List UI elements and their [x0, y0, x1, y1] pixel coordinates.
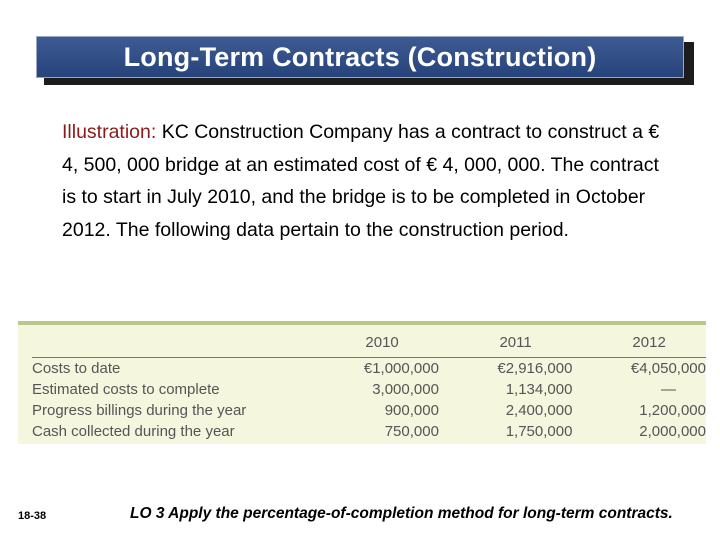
contract-data-table: 2010 2011 2012 Costs to date €1,000,000 …	[32, 331, 706, 442]
slide-number: 18-38	[18, 510, 47, 522]
cell-value: €1,000,000	[363, 360, 439, 377]
learning-objective-footer: LO 3 Apply the percentage-of-completion …	[130, 505, 673, 522]
cell-value: 3,000,000	[372, 381, 439, 398]
column-header-2010: 2010	[325, 331, 439, 358]
illustration-text: KC Construction Company has a contract t…	[62, 121, 660, 241]
row-label: Costs to date	[32, 360, 121, 377]
cell-value: 1,200,000	[639, 402, 706, 419]
row-label: Cash collected during the year	[32, 423, 235, 440]
cell-value: 900,000	[384, 402, 439, 419]
cell-value: €4,050,000	[630, 360, 706, 377]
cell-value: 1,750,000	[505, 423, 573, 440]
table-row-cash-collected: Cash collected during the year 750,000 1…	[32, 421, 706, 442]
cell-value: 1,134,000	[505, 381, 573, 398]
contract-data-panel: 2010 2011 2012 Costs to date €1,000,000 …	[18, 321, 706, 444]
column-header-2012: 2012	[592, 331, 706, 358]
table-row-costs-to-date: Costs to date €1,000,000 €2,916,000 €4,0…	[32, 358, 706, 380]
row-label: Estimated costs to complete	[32, 381, 220, 398]
illustration-paragraph: Illustration: KC Construction Company ha…	[62, 116, 672, 246]
row-label: Progress billings during the year	[32, 402, 247, 419]
illustration-label: Illustration:	[62, 121, 157, 143]
cell-value: €2,916,000	[497, 360, 573, 377]
table-header-row: 2010 2011 2012	[32, 331, 706, 358]
cell-value: 2,000,000	[639, 423, 706, 440]
cell-value: 750,000	[384, 423, 439, 440]
table-row-progress-billings: Progress billings during the year 900,00…	[32, 400, 706, 421]
slide-title: Long-Term Contracts (Construction)	[36, 36, 684, 78]
cell-value: —	[661, 381, 676, 398]
table-row-estimated-costs: Estimated costs to complete 3,000,000 1,…	[32, 379, 706, 400]
column-header-2011: 2011	[458, 331, 573, 358]
header-spacer	[32, 331, 306, 358]
cell-value: 2,400,000	[505, 402, 573, 419]
